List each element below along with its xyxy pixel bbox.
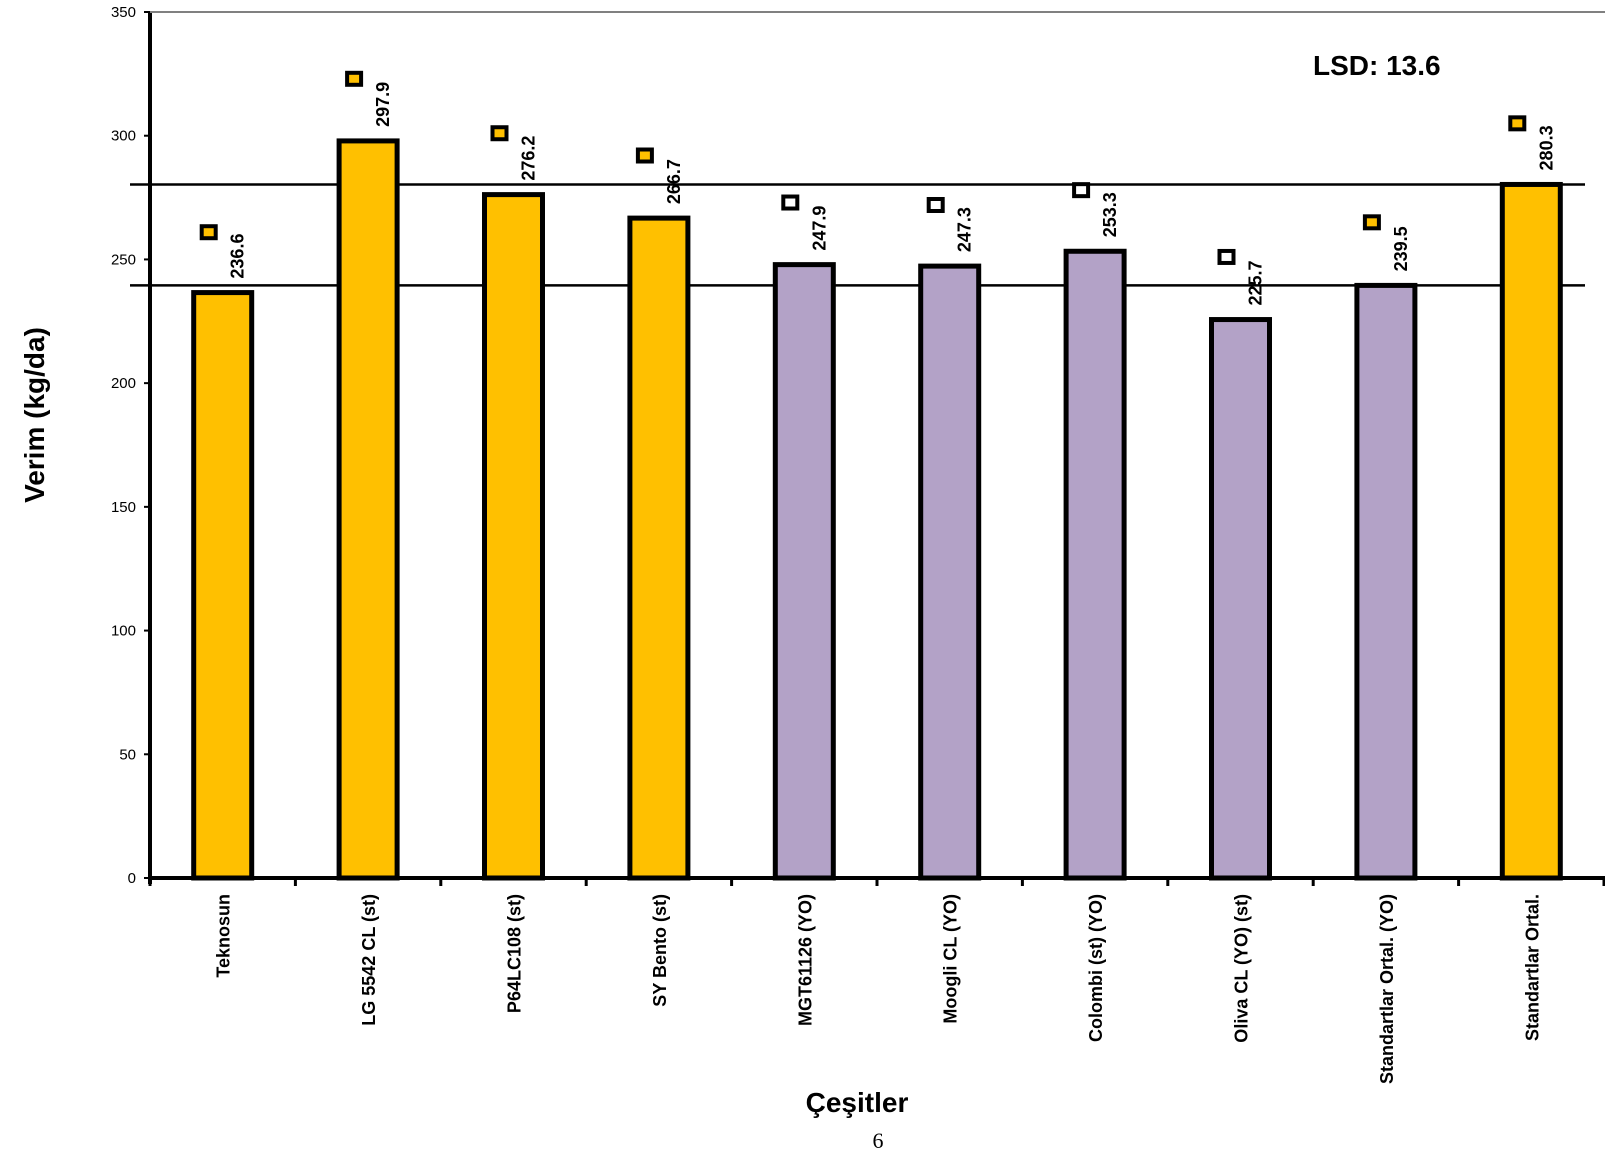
bar xyxy=(772,262,836,881)
data-label: 280.3 xyxy=(1536,125,1556,170)
data-marker xyxy=(345,70,364,87)
bar xyxy=(1209,317,1272,881)
lsd-annotation: LSD: 13.6 xyxy=(1313,50,1441,81)
data-label: 266.7 xyxy=(664,159,684,204)
bar xyxy=(1063,248,1127,881)
data-marker xyxy=(1362,214,1381,231)
x-axis-category-labels: Teknosun LG 5542 CL (st) P64LC108 (st) SY B… xyxy=(214,894,1543,1084)
data-marker xyxy=(1508,115,1527,132)
bars xyxy=(191,138,1563,881)
data-label: 297.9 xyxy=(373,82,393,127)
data-label: 247.9 xyxy=(809,206,829,251)
y-axis-ticks: 0 50 100 150 200 250 300 350 xyxy=(111,4,150,887)
data-marker xyxy=(1072,182,1091,199)
category-label: P64LC108 (st) xyxy=(505,894,525,1013)
data-marker xyxy=(926,196,945,213)
markers xyxy=(199,70,1527,265)
bar xyxy=(336,138,400,881)
y-tick-label: 100 xyxy=(111,623,136,640)
data-label: 239.5 xyxy=(1391,226,1411,271)
category-label: Moogli CL (YO) xyxy=(941,894,961,1024)
data-label: 225.7 xyxy=(1246,261,1266,306)
data-marker xyxy=(490,125,509,142)
data-label: 247.3 xyxy=(955,207,975,252)
bar xyxy=(627,215,691,881)
data-marker xyxy=(635,147,654,164)
data-label: 236.6 xyxy=(228,234,248,279)
category-label: MGT61126 (YO) xyxy=(795,894,815,1026)
bar xyxy=(918,263,982,881)
data-labels: 236.6 297.9 276.2 266.7 247.9 247.3 253.3 225.7… xyxy=(228,82,1557,306)
data-marker xyxy=(781,194,800,211)
y-tick-label: 350 xyxy=(111,4,136,21)
y-tick-label: 150 xyxy=(111,499,136,516)
category-label: Standartlar Ortal. (YO) xyxy=(1377,894,1397,1084)
y-tick-label: 0 xyxy=(128,870,136,887)
data-label: 253.3 xyxy=(1100,192,1120,237)
data-marker xyxy=(199,224,218,241)
bar xyxy=(1354,282,1418,881)
y-tick-label: 250 xyxy=(111,251,136,268)
y-tick-label: 300 xyxy=(111,128,136,145)
y-tick-label: 50 xyxy=(119,746,136,763)
category-label: SY Bento (st) xyxy=(650,894,670,1007)
category-label: Oliva CL (YO) (st) xyxy=(1232,894,1252,1043)
page-number: 6 xyxy=(873,1128,884,1153)
data-marker xyxy=(1217,248,1236,265)
category-label: Teknosun xyxy=(214,894,234,978)
bar xyxy=(482,192,545,881)
category-label: Standartlar Ortal. xyxy=(1522,894,1542,1041)
y-tick-label: 200 xyxy=(111,375,136,392)
y-axis-label: Verim (kg/da) xyxy=(19,327,50,503)
x-axis-label: Çeşitler xyxy=(806,1087,909,1118)
bar xyxy=(191,290,255,881)
axes xyxy=(148,11,1605,886)
bar xyxy=(1499,181,1563,881)
data-label: 276.2 xyxy=(519,136,539,181)
category-label: LG 5542 CL (st) xyxy=(359,894,379,1026)
category-label: Colombi (st) (YO) xyxy=(1086,894,1106,1042)
